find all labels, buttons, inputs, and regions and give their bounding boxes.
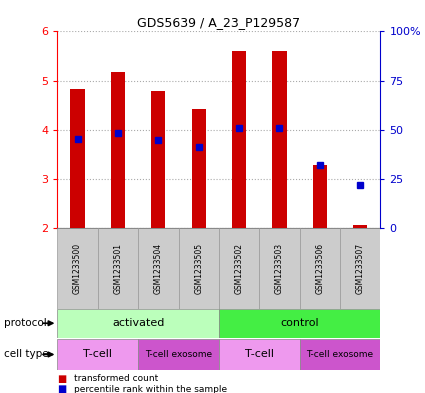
Text: percentile rank within the sample: percentile rank within the sample (74, 385, 227, 393)
Text: cell type: cell type (4, 349, 49, 360)
Text: GSM1233504: GSM1233504 (154, 242, 163, 294)
Bar (151, 92, 165, 228)
Text: GSM1233505: GSM1233505 (194, 242, 203, 294)
Text: protocol: protocol (4, 318, 47, 328)
Text: T-cell: T-cell (83, 349, 112, 360)
Bar (138, 339, 219, 370)
Bar (219, 339, 300, 370)
Text: transformed count: transformed count (74, 375, 159, 383)
Bar (272, 51, 286, 228)
Text: GSM1233502: GSM1233502 (235, 243, 244, 294)
Bar (313, 165, 327, 228)
Text: GSM1233503: GSM1233503 (275, 242, 284, 294)
Text: T-cell: T-cell (245, 349, 274, 360)
Text: T-cell exosome: T-cell exosome (145, 350, 212, 359)
Text: GSM1233501: GSM1233501 (113, 243, 122, 294)
Bar (232, 51, 246, 228)
Text: GSM1233507: GSM1233507 (356, 242, 365, 294)
Text: ■: ■ (57, 374, 67, 384)
Bar (300, 228, 340, 309)
Text: ■: ■ (57, 384, 67, 393)
Text: GSM1233500: GSM1233500 (73, 242, 82, 294)
Bar (219, 228, 259, 309)
Text: control: control (280, 318, 319, 328)
Bar (111, 72, 125, 228)
Title: GDS5639 / A_23_P129587: GDS5639 / A_23_P129587 (137, 16, 300, 29)
Bar (259, 228, 300, 309)
Bar (138, 228, 178, 309)
Bar (219, 309, 380, 338)
Text: activated: activated (112, 318, 164, 328)
Bar (57, 228, 98, 309)
Bar (57, 309, 219, 338)
Bar (300, 339, 380, 370)
Bar (98, 228, 138, 309)
Bar (178, 228, 219, 309)
Text: GSM1233506: GSM1233506 (315, 242, 324, 294)
Bar (71, 89, 85, 228)
Bar (192, 108, 206, 228)
Bar (340, 228, 380, 309)
Bar (353, 226, 367, 228)
Text: T-cell exosome: T-cell exosome (306, 350, 374, 359)
Bar (57, 339, 138, 370)
